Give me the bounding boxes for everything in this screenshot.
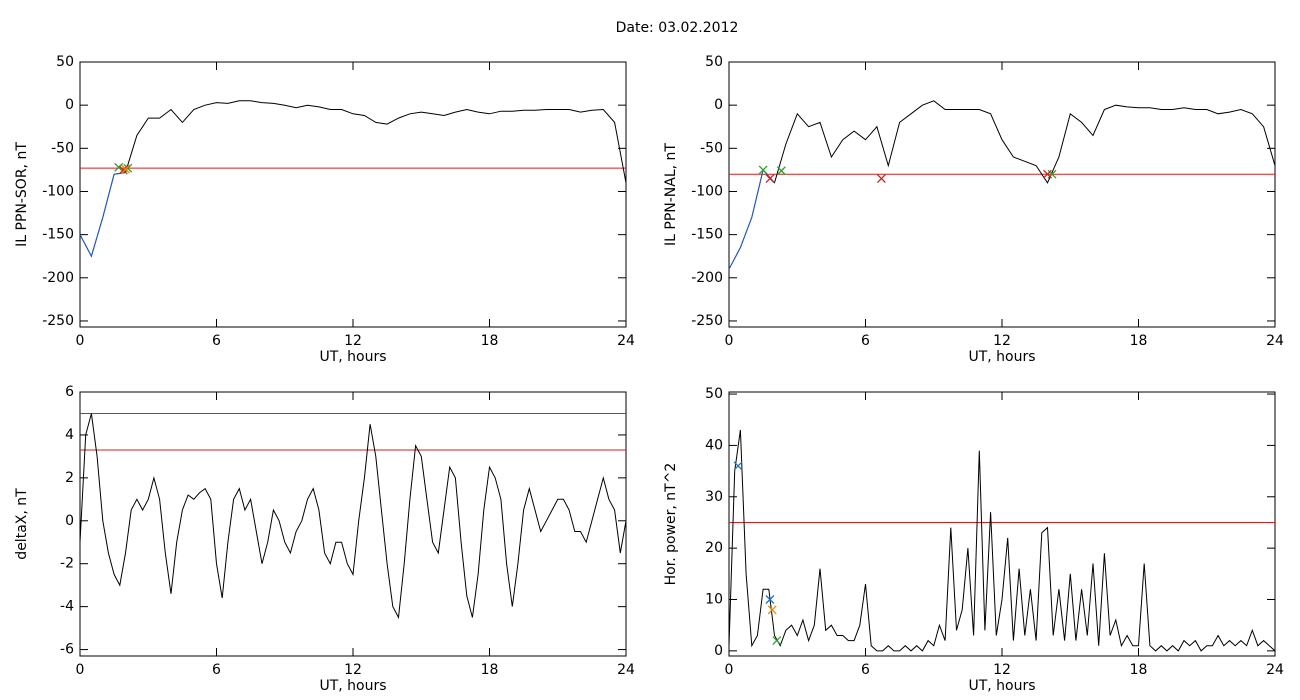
event-marker [765,595,775,604]
event-marker [121,164,130,174]
y-tick-label: 20 [705,540,723,556]
y-tick-label: -250 [42,313,74,329]
x-tick-label: 0 [725,662,734,678]
y-tick-label: -200 [42,270,74,286]
y-tick-label: 40 [705,437,723,453]
x-tick-label: 24 [1266,333,1284,349]
x-tick-label: 18 [481,333,499,349]
event-marker [765,174,775,183]
y-tick-label: 50 [705,386,723,402]
y-tick-label: -50 [700,140,723,156]
plot-frame [79,61,627,328]
x-axis-label: UT, hours [319,678,386,694]
y-tick-label: 30 [705,489,723,505]
y-tick-label: -50 [51,140,74,156]
event-marker [758,165,768,175]
y-axis-label: deltaX, nT [14,488,30,560]
y-tick-label: -100 [42,183,74,199]
x-axis-label: UT, hours [968,349,1035,365]
y-tick-label: 0 [65,513,74,529]
y-tick-label: -200 [691,270,723,286]
y-axis-label: IL PPN-NAL, nT [663,143,679,246]
data-line [79,100,627,258]
x-tick-label: 24 [617,333,635,349]
data-line [79,172,126,258]
y-axis-label: IL PPN-SOR, nT [14,142,30,247]
event-marker [876,174,886,183]
y-tick-label: 0 [65,97,74,113]
x-axis-label: UT, hours [319,349,386,365]
event-marker [776,166,786,176]
y-tick-label: 10 [705,592,723,608]
x-tick-label: 12 [993,333,1011,349]
x-tick-label: 24 [617,662,635,678]
data-line [728,429,1276,652]
x-tick-label: 0 [725,333,734,349]
y-tick-label: 0 [714,643,723,659]
x-tick-label: 18 [1130,333,1148,349]
x-tick-label: 6 [212,662,221,678]
x-tick-label: 0 [76,333,85,349]
x-tick-label: 24 [1266,662,1284,678]
y-tick-label: 50 [56,54,74,70]
data-line [728,168,775,270]
y-axis-label: Hor. power, nT^2 [663,463,679,586]
y-tick-label: 6 [65,384,74,400]
event-marker [123,163,133,173]
plot-frame [728,391,1276,657]
x-tick-label: 18 [1130,662,1148,678]
event-marker [733,461,743,471]
y-tick-label: -4 [60,599,74,615]
x-tick-label: 18 [481,662,499,678]
x-tick-label: 6 [861,333,870,349]
x-tick-label: 6 [212,333,221,349]
event-marker [1043,169,1052,179]
y-tick-label: -2 [60,556,74,572]
event-marker [118,165,128,175]
y-tick-label: -100 [691,183,723,199]
y-tick-label: 2 [65,470,74,486]
figure-title: Date: 03.02.2012 [616,20,739,36]
x-tick-label: 12 [344,333,362,349]
y-tick-label: -6 [60,642,74,658]
y-tick-label: 0 [714,97,723,113]
x-tick-label: 6 [861,662,870,678]
event-marker [114,162,124,172]
y-tick-label: -150 [42,227,74,243]
data-line [728,100,1276,270]
data-line [79,413,627,620]
y-tick-label: -250 [691,313,723,329]
x-axis-label: UT, hours [968,678,1035,694]
x-tick-label: 12 [344,662,362,678]
y-tick-label: -150 [691,227,723,243]
event-marker [767,605,777,615]
y-tick-label: 50 [705,54,723,70]
plot-frame [728,61,1276,328]
x-tick-label: 12 [993,662,1011,678]
x-tick-label: 0 [76,662,85,678]
event-marker [772,636,782,646]
y-tick-label: 4 [65,427,74,443]
